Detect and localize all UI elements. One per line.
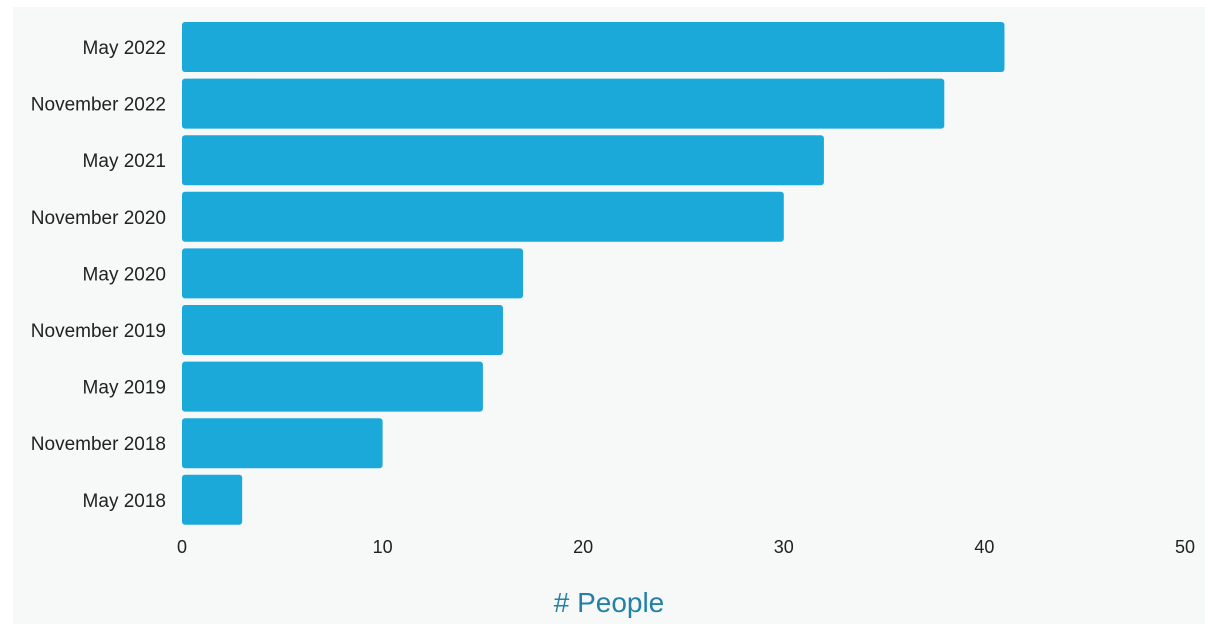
x-axis-title: # People	[554, 587, 665, 618]
category-label: May 2019	[83, 378, 166, 399]
bar	[182, 22, 1005, 72]
category-label: May 2022	[83, 38, 166, 59]
category-label: November 2022	[31, 95, 166, 116]
x-tick-label: 40	[974, 537, 994, 557]
x-tick-label: 50	[1175, 537, 1195, 557]
x-tick-label: 0	[177, 537, 187, 557]
x-tick-label: 30	[774, 537, 794, 557]
bar	[182, 305, 503, 355]
bars-group	[182, 22, 1005, 525]
category-label: November 2018	[31, 434, 166, 455]
x-tick-label: 20	[573, 537, 593, 557]
bar	[182, 474, 243, 525]
bar	[182, 361, 483, 412]
category-label: May 2021	[83, 151, 166, 172]
x-tick-label: 10	[373, 537, 393, 557]
bar	[182, 248, 524, 299]
bar	[182, 191, 784, 242]
x-tick-labels-group: 0 10 20 30 40 50	[177, 537, 1195, 557]
bar	[182, 78, 945, 129]
bar	[182, 418, 383, 469]
category-label: November 2020	[31, 208, 166, 229]
category-label: May 2020	[83, 264, 166, 285]
category-label: May 2018	[83, 491, 166, 512]
bar	[182, 135, 824, 186]
category-labels-group: May 2022 November 2022 May 2021 November 20…	[31, 38, 166, 512]
category-label: November 2019	[31, 321, 166, 342]
